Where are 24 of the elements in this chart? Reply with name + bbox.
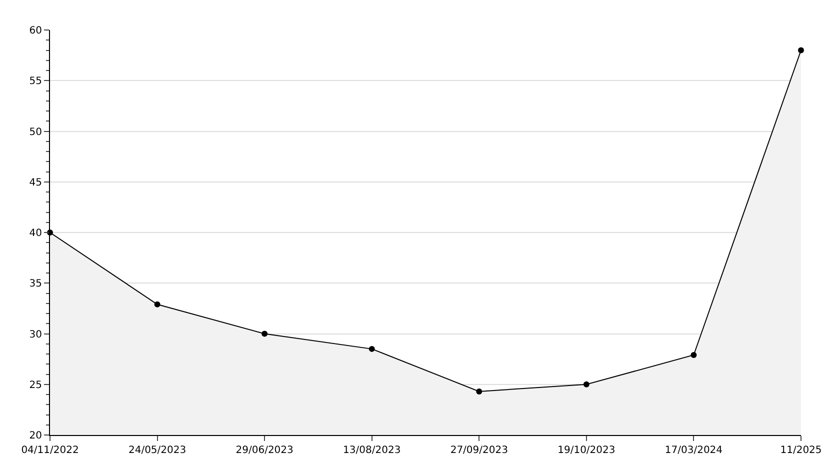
y-tick-label: 25: [29, 380, 42, 391]
x-tick-label: 24/05/2023: [128, 445, 186, 456]
point: [583, 381, 590, 388]
point: [262, 330, 268, 337]
y-tick-label: 50: [29, 126, 42, 138]
x-tick-label: 29/06/2023: [236, 445, 294, 456]
y-tick-label: 40: [29, 228, 42, 239]
y-tick-label: 45: [29, 177, 42, 188]
x-tick-label: 04/11/2022: [21, 445, 79, 456]
point: [476, 388, 482, 394]
x-tick-label: 19/10/2023: [558, 445, 616, 456]
y-tick-label: 55: [29, 76, 42, 88]
x-tick-label: 27/09/2023: [450, 445, 508, 456]
y-tick-label: 35: [29, 278, 42, 290]
point: [690, 352, 697, 358]
y-tick-label: 60: [29, 26, 42, 36]
x-tick-label: 11/2025: [780, 445, 822, 456]
point: [368, 346, 375, 352]
y-tick-label: 30: [29, 329, 42, 340]
x-tick-label: 13/08/2023: [343, 445, 401, 456]
point: [154, 301, 160, 308]
point: [798, 47, 804, 54]
y-tick-label: 20: [29, 430, 42, 442]
x-tick-label: 17/03/2024: [664, 445, 723, 456]
